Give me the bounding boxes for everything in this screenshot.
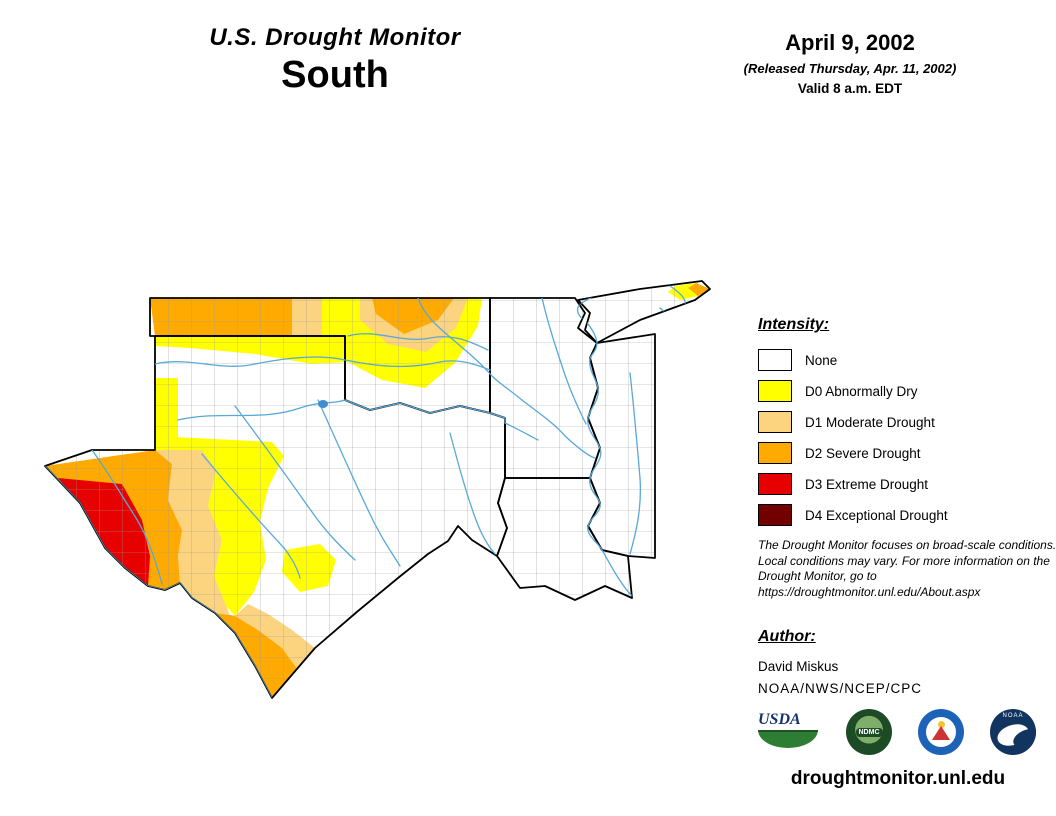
usda-logo-icon: USDA — [758, 710, 820, 754]
swatch-d2 — [758, 442, 792, 464]
north-canadian-river — [347, 333, 489, 351]
pearl-river — [629, 372, 642, 555]
map-date: April 9, 2002 — [785, 30, 915, 55]
legend-item-d4: D4 Exceptional Drought — [758, 504, 1050, 526]
legend-item-d2: D2 Severe Drought — [758, 442, 1050, 464]
intensity-legend: Intensity: None D0 Abnormally Dry D1 Mod… — [758, 316, 1050, 535]
swatch-d4 — [758, 504, 792, 526]
logo-row: USDA NDMC NOAA — [758, 706, 1036, 758]
arkansas-river — [417, 297, 596, 459]
legend-heading: Intensity: — [758, 316, 830, 333]
drought-map — [44, 280, 711, 699]
swatch-d3 — [758, 473, 792, 495]
title-block: U.S. Drought Monitor South — [140, 24, 530, 97]
legend-label: None — [805, 352, 838, 368]
legend-label: D3 Extreme Drought — [805, 476, 929, 492]
canadian-river — [154, 356, 491, 371]
legend-label: D0 Abnormally Dry — [805, 383, 918, 399]
rivers — [45, 281, 686, 698]
noaa-bird-icon — [994, 720, 1032, 750]
author-affiliation: NOAA/NWS/NCEP/CPC — [758, 681, 923, 696]
ndmc-logo-icon: NDMC — [846, 709, 892, 755]
author-name: David Miskus — [758, 659, 839, 674]
red-river — [177, 399, 539, 441]
trinity-river — [317, 399, 401, 567]
author-block: Author: David Miskus NOAA/NWS/NCEP/CPC — [758, 628, 922, 696]
nws-seal-icon — [926, 717, 956, 747]
legend-item-none: None — [758, 349, 1050, 371]
lake-texoma — [318, 400, 328, 408]
sabine-river — [449, 432, 496, 555]
swatch-d1 — [758, 411, 792, 433]
noaa-logo-text: NOAA — [1002, 713, 1024, 719]
pecos-river — [91, 449, 163, 585]
noaa-logo-icon: NOAA — [990, 709, 1036, 755]
region-title: South — [281, 54, 389, 96]
legend-item-d0: D0 Abnormally Dry — [758, 380, 1050, 402]
nws-logo-icon — [918, 709, 964, 755]
release-date: (Released Thursday, Apr. 11, 2002) — [743, 61, 957, 76]
disclaimer-text: The Drought Monitor focuses on broad-sca… — [758, 538, 1056, 599]
legend-label: D2 Severe Drought — [805, 445, 921, 461]
map-fill-layer — [45, 281, 710, 698]
site-url: droughtmonitor.unl.edu — [790, 768, 1006, 789]
usda-logo-text: USDA — [758, 711, 801, 728]
legend-item-d1: D1 Moderate Drought — [758, 411, 1050, 433]
legend-label: D1 Moderate Drought — [805, 414, 935, 430]
nws-bird-icon — [932, 726, 950, 740]
date-block: April 9, 2002 (Released Thursday, Apr. 1… — [700, 30, 1000, 96]
legend-item-d3: D3 Extreme Drought — [758, 473, 1050, 495]
white-river — [541, 297, 587, 425]
colorado-river — [201, 453, 301, 579]
usda-swoosh-icon — [758, 730, 818, 748]
author-heading: Author: — [758, 628, 816, 645]
swatch-none — [758, 349, 792, 371]
page-title: U.S. Drought Monitor — [209, 24, 461, 51]
legend-label: D4 Exceptional Drought — [805, 507, 948, 523]
county-grid — [45, 281, 710, 698]
brazos-river — [234, 405, 356, 561]
swatch-d0 — [758, 380, 792, 402]
state-tennessee — [577, 280, 711, 344]
valid-time: Valid 8 a.m. EDT — [797, 81, 903, 96]
ndmc-logo-text: NDMC — [855, 727, 883, 737]
nws-sun-icon — [938, 721, 945, 728]
